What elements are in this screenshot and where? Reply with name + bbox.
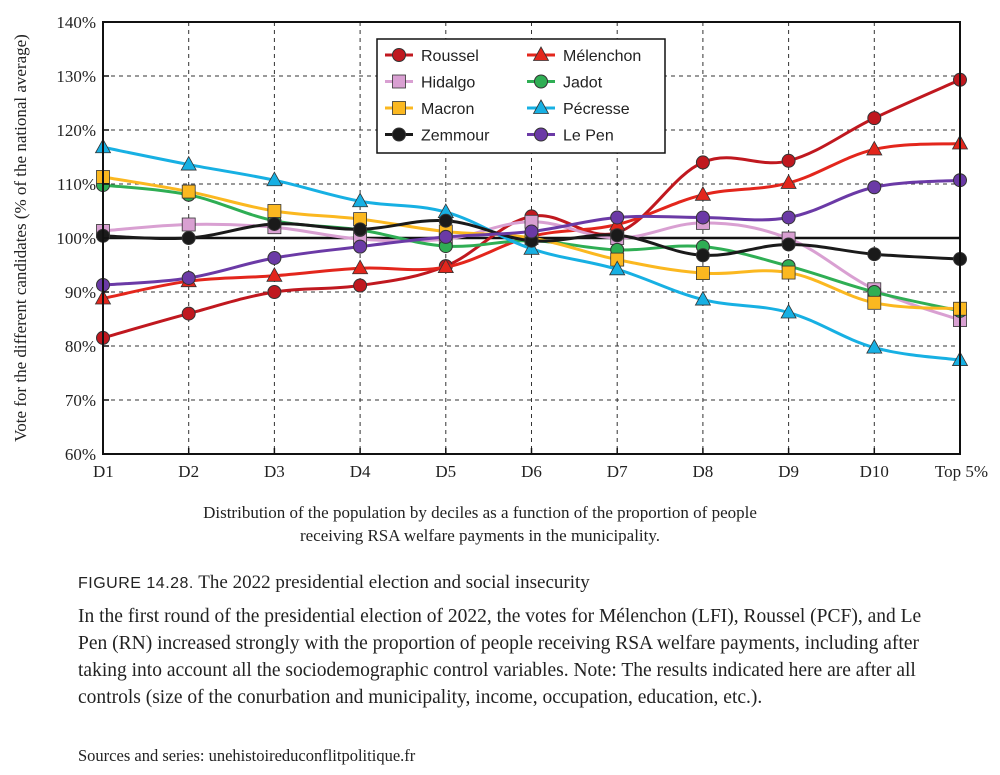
data-point-le-pen [867, 180, 882, 195]
y-axis-label: Vote for the different candidates (% of … [11, 34, 30, 442]
x-tick-label: D3 [264, 462, 285, 481]
data-point-melenchon [437, 258, 454, 274]
data-point-le-pen [695, 210, 710, 225]
x-axis-label: Distribution of the population by decile… [120, 501, 840, 547]
data-point-macron [267, 204, 282, 218]
y-tick-label: 100% [56, 229, 96, 248]
data-point-zemmour [438, 213, 453, 228]
data-point-zemmour [353, 222, 368, 237]
x-tick-label: D9 [778, 462, 799, 481]
data-point-pecresse [180, 155, 197, 171]
y-tick-label: 120% [56, 121, 96, 140]
y-tick-label: 90% [65, 283, 96, 302]
data-point-roussel [353, 278, 368, 293]
data-point-le-pen [610, 210, 625, 225]
data-point-macron [867, 295, 882, 310]
data-point-melenchon [694, 185, 712, 201]
legend-label-macron: Macron [421, 101, 474, 118]
data-point-macron [696, 266, 710, 281]
data-point-pecresse [694, 290, 712, 306]
data-point-melenchon [866, 140, 883, 156]
legend-marker-melenchon [532, 46, 550, 61]
x-tick-label: D10 [860, 462, 889, 481]
legend-label-pecresse: Pécresse [563, 101, 630, 118]
legend-marker-macron [392, 101, 406, 115]
data-point-pecresse [866, 338, 883, 354]
legend-label-le-pen: Le Pen [563, 128, 614, 145]
figure-number: FIGURE 14.28. [78, 575, 194, 592]
data-point-le-pen [181, 270, 196, 285]
data-point-zemmour [695, 248, 710, 263]
data-point-pecresse [351, 192, 369, 208]
x-tick-label: D1 [93, 462, 114, 481]
x-tick-label: Top 5% [935, 462, 988, 481]
x-axis-label-line-1: Distribution of the population by decile… [203, 503, 757, 522]
y-tick-label: 80% [65, 337, 96, 356]
data-point-roussel [781, 153, 796, 168]
legend-marker-zemmour [392, 127, 406, 142]
chart: 60%70%80%90%100%110%120%130%140% D1 D2 D3 D… [11, 13, 988, 481]
legend-marker-hidalgo [392, 74, 406, 89]
x-axis-label-line-2: receiving RSA welfare payments in the mu… [299, 526, 661, 545]
data-point-roussel [181, 306, 196, 321]
data-point-roussel [867, 111, 882, 126]
data-point-roussel [267, 285, 282, 299]
legend-label-zemmour: Zemmour [421, 128, 490, 145]
x-axis: D1 D2 D3 D4 D5 D6 D7 D8 D9 D10 Top 5% [93, 448, 988, 481]
data-point-zemmour [781, 237, 796, 252]
data-point-melenchon [780, 174, 797, 189]
data-point-melenchon [351, 259, 369, 275]
legend-marker-pecresse [532, 99, 550, 114]
data-point-zemmour [867, 247, 882, 262]
figure-sources: Sources and series: unehistoireduconflit… [78, 746, 416, 765]
x-tick-label: D6 [521, 462, 542, 481]
legend-marker-roussel [392, 48, 406, 62]
data-point-zemmour [181, 231, 196, 245]
data-point-macron [781, 265, 796, 280]
x-tick-label: D7 [607, 462, 628, 481]
data-point-pecresse [266, 171, 283, 187]
data-point-le-pen [438, 229, 453, 244]
x-tick-label: D2 [178, 462, 199, 481]
series-zemmour [96, 213, 967, 267]
y-tick-label: 60% [65, 445, 96, 464]
x-tick-label: D8 [693, 462, 714, 481]
legend-label-roussel: Roussel [421, 48, 479, 65]
data-point-le-pen [267, 250, 282, 265]
legend-box [376, 38, 666, 154]
x-tick-label: D5 [435, 462, 456, 481]
legend-label-hidalgo: Hidalgo [421, 75, 475, 92]
legend-label-jadot: Jadot [563, 75, 603, 92]
figure-caption: In the first round of the presidential e… [78, 606, 922, 708]
data-point-macron [181, 184, 196, 199]
legend-label-melenchon: Mélenchon [563, 48, 641, 65]
data-point-pecresse [609, 260, 626, 276]
series-le-pen [96, 173, 967, 292]
data-point-le-pen [353, 239, 368, 254]
data-point-le-pen [781, 210, 796, 225]
y-tick-label: 110% [57, 175, 96, 194]
figure-title-text: The 2022 presidential election and socia… [198, 572, 590, 593]
data-point-pecresse [780, 303, 797, 319]
figure-title: FIGURE 14.28. The 2022 presidential elec… [78, 572, 590, 594]
y-tick-label: 130% [56, 67, 96, 86]
legend: Roussel Mélenchon Hidalgo Jadot Macron Pécres… [376, 38, 666, 154]
data-point-zemmour [610, 228, 625, 243]
series-group [94, 72, 969, 366]
data-point-roussel [695, 155, 710, 170]
y-tick-label: 70% [65, 391, 96, 410]
data-point-hidalgo [181, 217, 196, 232]
legend-marker-le-pen [534, 127, 548, 142]
y-axis: 60% 70% 80% 90% 100% 110% 120% 130% 140% [56, 13, 109, 464]
data-point-melenchon [266, 266, 283, 282]
x-tick-label: D4 [350, 462, 371, 481]
legend-marker-jadot [534, 74, 548, 89]
data-point-zemmour [267, 216, 282, 231]
data-point-le-pen [524, 224, 539, 239]
series-pecresse [94, 138, 969, 366]
y-tick-label: 140% [56, 13, 96, 32]
